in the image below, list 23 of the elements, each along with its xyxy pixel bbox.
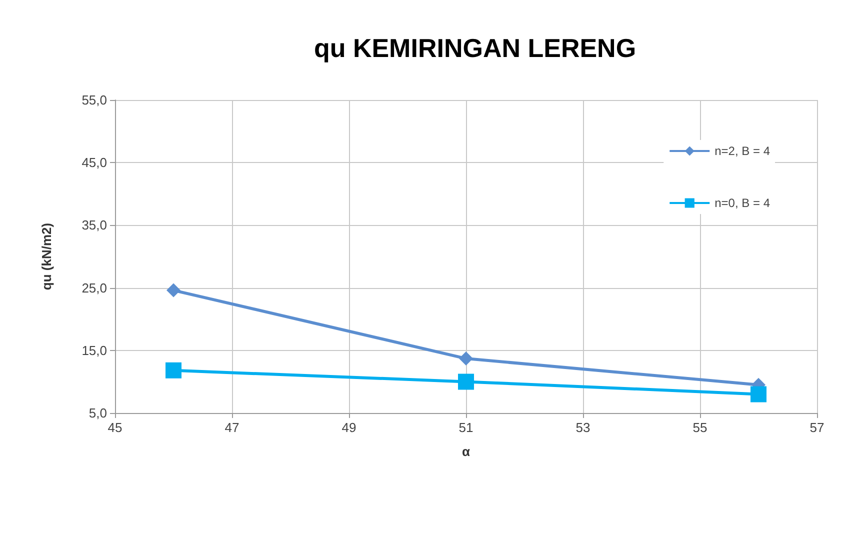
x-tick-label: 45 — [108, 420, 122, 435]
point — [166, 362, 182, 378]
legend-label: n=0, B = 4 — [714, 196, 770, 210]
y-tick-label: 25,0 — [82, 280, 107, 296]
y-tick-label: 15,0 — [82, 342, 107, 358]
y-tick-label: 55,0 — [82, 92, 107, 108]
point — [458, 374, 474, 390]
x-tick-label: 51 — [458, 420, 474, 435]
point — [459, 352, 473, 366]
y-tick-label: 35,0 — [82, 218, 107, 233]
legend-label: n=2, B = 4 — [714, 144, 770, 158]
x-tick-label: 47 — [224, 420, 240, 435]
y-tick-label: 45,0 — [82, 155, 107, 170]
x-tick-label: 49 — [342, 420, 356, 435]
x-tick-label: 53 — [576, 420, 590, 435]
x-tick-label: 57 — [810, 420, 824, 435]
y-tick-label: 5,0 — [88, 406, 107, 420]
x-axis-title: α — [462, 444, 470, 459]
y-axis-title: qu (kN/m2) — [39, 222, 54, 290]
chart-title: qu KEMIRINGAN LERENG — [314, 33, 636, 63]
point — [750, 386, 766, 402]
point — [166, 283, 180, 298]
x-tick-label: 55 — [692, 420, 708, 435]
